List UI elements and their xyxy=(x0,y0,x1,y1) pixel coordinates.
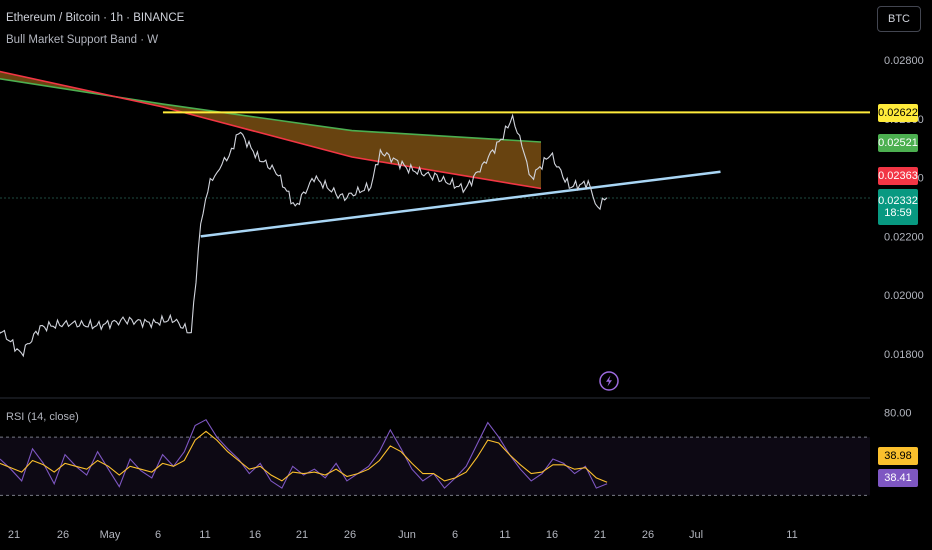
time-tick-label: 6 xyxy=(452,529,458,541)
rsi-axis[interactable]: 80.00 xyxy=(884,408,912,420)
time-tick-label: 26 xyxy=(57,529,69,541)
price-tick-label: 0.01800 xyxy=(884,349,924,361)
band-red-price-tag: 0.02363 xyxy=(878,167,918,185)
last-price-value: 0.02332 xyxy=(878,195,918,207)
lightning-icon[interactable] xyxy=(599,371,619,391)
time-tick-label: 26 xyxy=(344,529,356,541)
time-tick-label: 6 xyxy=(155,529,161,541)
price-tick-label: 0.02800 xyxy=(884,55,924,67)
rsi-tick-label: 80.00 xyxy=(884,408,912,420)
resistance-price-tag: 0.02622 xyxy=(878,104,918,122)
rsi-title[interactable]: RSI (14, close) xyxy=(6,411,79,423)
time-tick-label: Jul xyxy=(689,529,703,541)
time-tick-label: 16 xyxy=(249,529,261,541)
time-tick-label: 11 xyxy=(499,529,510,541)
time-tick-label: 21 xyxy=(594,529,606,541)
trend-line[interactable] xyxy=(200,170,721,238)
price-pane xyxy=(0,70,870,358)
band-green-price-tag: 0.02521 xyxy=(878,134,918,152)
price-series xyxy=(0,113,608,358)
time-axis[interactable]: 21 26 May 6 11 16 21 26 Jun 6 11 16 21 26 Jul 11 xyxy=(8,529,798,541)
rsi-ma-tag: 38.98 xyxy=(878,447,918,465)
time-tick-label: 11 xyxy=(199,529,210,541)
symbol-title[interactable]: Ethereum / Bitcoin · 1h · BINANCE xyxy=(6,12,185,24)
time-tick-label: 26 xyxy=(642,529,654,541)
time-tick-label: 21 xyxy=(8,529,20,541)
time-tick-label: 21 xyxy=(296,529,308,541)
time-tick-label: 11 xyxy=(786,529,797,541)
rsi-band xyxy=(0,437,870,496)
time-tick-label: Jun xyxy=(398,529,416,541)
indicator-title[interactable]: Bull Market Support Band · W xyxy=(6,34,159,46)
rsi-ma-line xyxy=(0,430,608,483)
support-band-lower xyxy=(0,70,542,190)
last-price-tag: 0.02332 18:59 xyxy=(878,189,918,225)
support-band-upper xyxy=(0,77,542,143)
rsi-line xyxy=(0,418,608,489)
support-band-fill xyxy=(0,71,541,189)
price-tick-label: 0.02200 xyxy=(884,231,924,243)
rsi-pane xyxy=(0,418,870,496)
currency-button[interactable]: BTC xyxy=(877,6,921,32)
time-tick-label: May xyxy=(100,529,121,541)
price-tick-label: 0.02000 xyxy=(884,290,924,302)
time-tick-label: 16 xyxy=(546,529,558,541)
rsi-value-tag: 38.41 xyxy=(878,469,918,487)
countdown-timer: 18:59 xyxy=(884,207,912,219)
